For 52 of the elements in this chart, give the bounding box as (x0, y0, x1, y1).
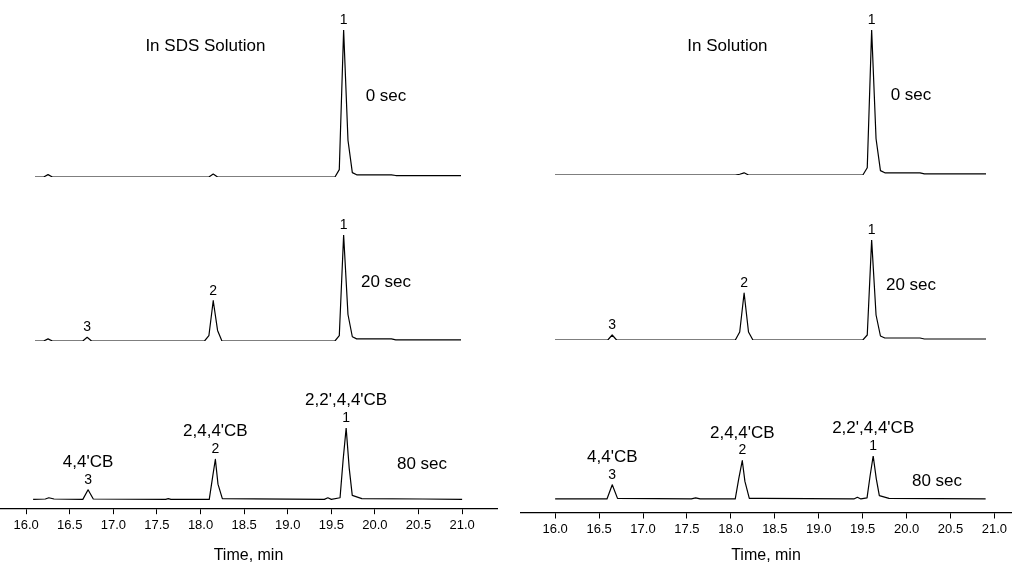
x-axis-title: Time, min (213, 545, 284, 563)
annotation: 3 (84, 470, 93, 487)
annotation: 4,4'CB (587, 447, 638, 466)
x-tick-label: 19.5 (318, 516, 344, 532)
x-tick-label: 16.5 (57, 516, 83, 532)
x-tick-label: 20.5 (937, 520, 964, 536)
text: 1 (342, 408, 351, 425)
annotation: 2 (211, 440, 220, 457)
annotation: 3 (608, 315, 617, 332)
annotation: 2 (740, 273, 749, 290)
x-tick-label: 19.0 (275, 516, 301, 532)
text: 20 sec (885, 274, 937, 294)
x-tick-label: 18.0 (718, 520, 744, 536)
x-tick-label: 21.0 (981, 520, 1008, 536)
text: 20 sec (360, 272, 412, 292)
x-tick-label: 17.0 (100, 516, 127, 532)
x-tick-label: 19.5 (849, 520, 876, 536)
annotation: 2,2',4,4'CB (305, 390, 388, 410)
x-tick-label: 18.5 (762, 520, 788, 536)
text: 1 (869, 436, 878, 453)
text: 1 (867, 220, 876, 237)
annotation: 2,4,4'CB (709, 422, 775, 442)
text: 1 (867, 10, 876, 27)
x-tick-label: 20.0 (893, 520, 920, 536)
x-tick-label: 19.0 (806, 520, 832, 536)
chart-title: In SDS Solution (145, 35, 266, 55)
annotation: 2,2',4,4'CB (832, 418, 915, 438)
annotation: 2,4,4'CB (183, 421, 248, 441)
x-tick-label: 18.5 (231, 516, 257, 532)
x-tick-label: 17.5 (144, 516, 170, 532)
annotation: 2 (209, 281, 218, 298)
text: 0 sec (365, 85, 407, 105)
x-tick-label: 20.0 (362, 516, 388, 532)
x-tick-label: 16.0 (542, 520, 568, 536)
x-tick-label: 20.5 (405, 516, 432, 532)
annotation: 4,4'CB (62, 451, 114, 471)
text: 0 sec (890, 84, 932, 104)
x-axis-title: Time, min (731, 545, 801, 563)
text: 1 (339, 10, 348, 27)
x-tick-label: 16.0 (13, 516, 39, 532)
chart-title: In Solution (687, 35, 768, 55)
x-tick-label: 18.0 (187, 516, 214, 532)
x-tick-label: 16.5 (586, 520, 612, 536)
x-tick-label: 21.0 (449, 516, 475, 532)
text: 80 sec (396, 453, 448, 473)
x-tick-label: 17.0 (630, 520, 656, 536)
text: 80 sec (911, 471, 963, 491)
text: 1 (339, 215, 348, 232)
annotation: 2 (738, 441, 747, 458)
annotation: 3 (83, 318, 92, 335)
x-tick-label: 17.5 (674, 520, 700, 536)
annotation: 3 (608, 465, 617, 482)
